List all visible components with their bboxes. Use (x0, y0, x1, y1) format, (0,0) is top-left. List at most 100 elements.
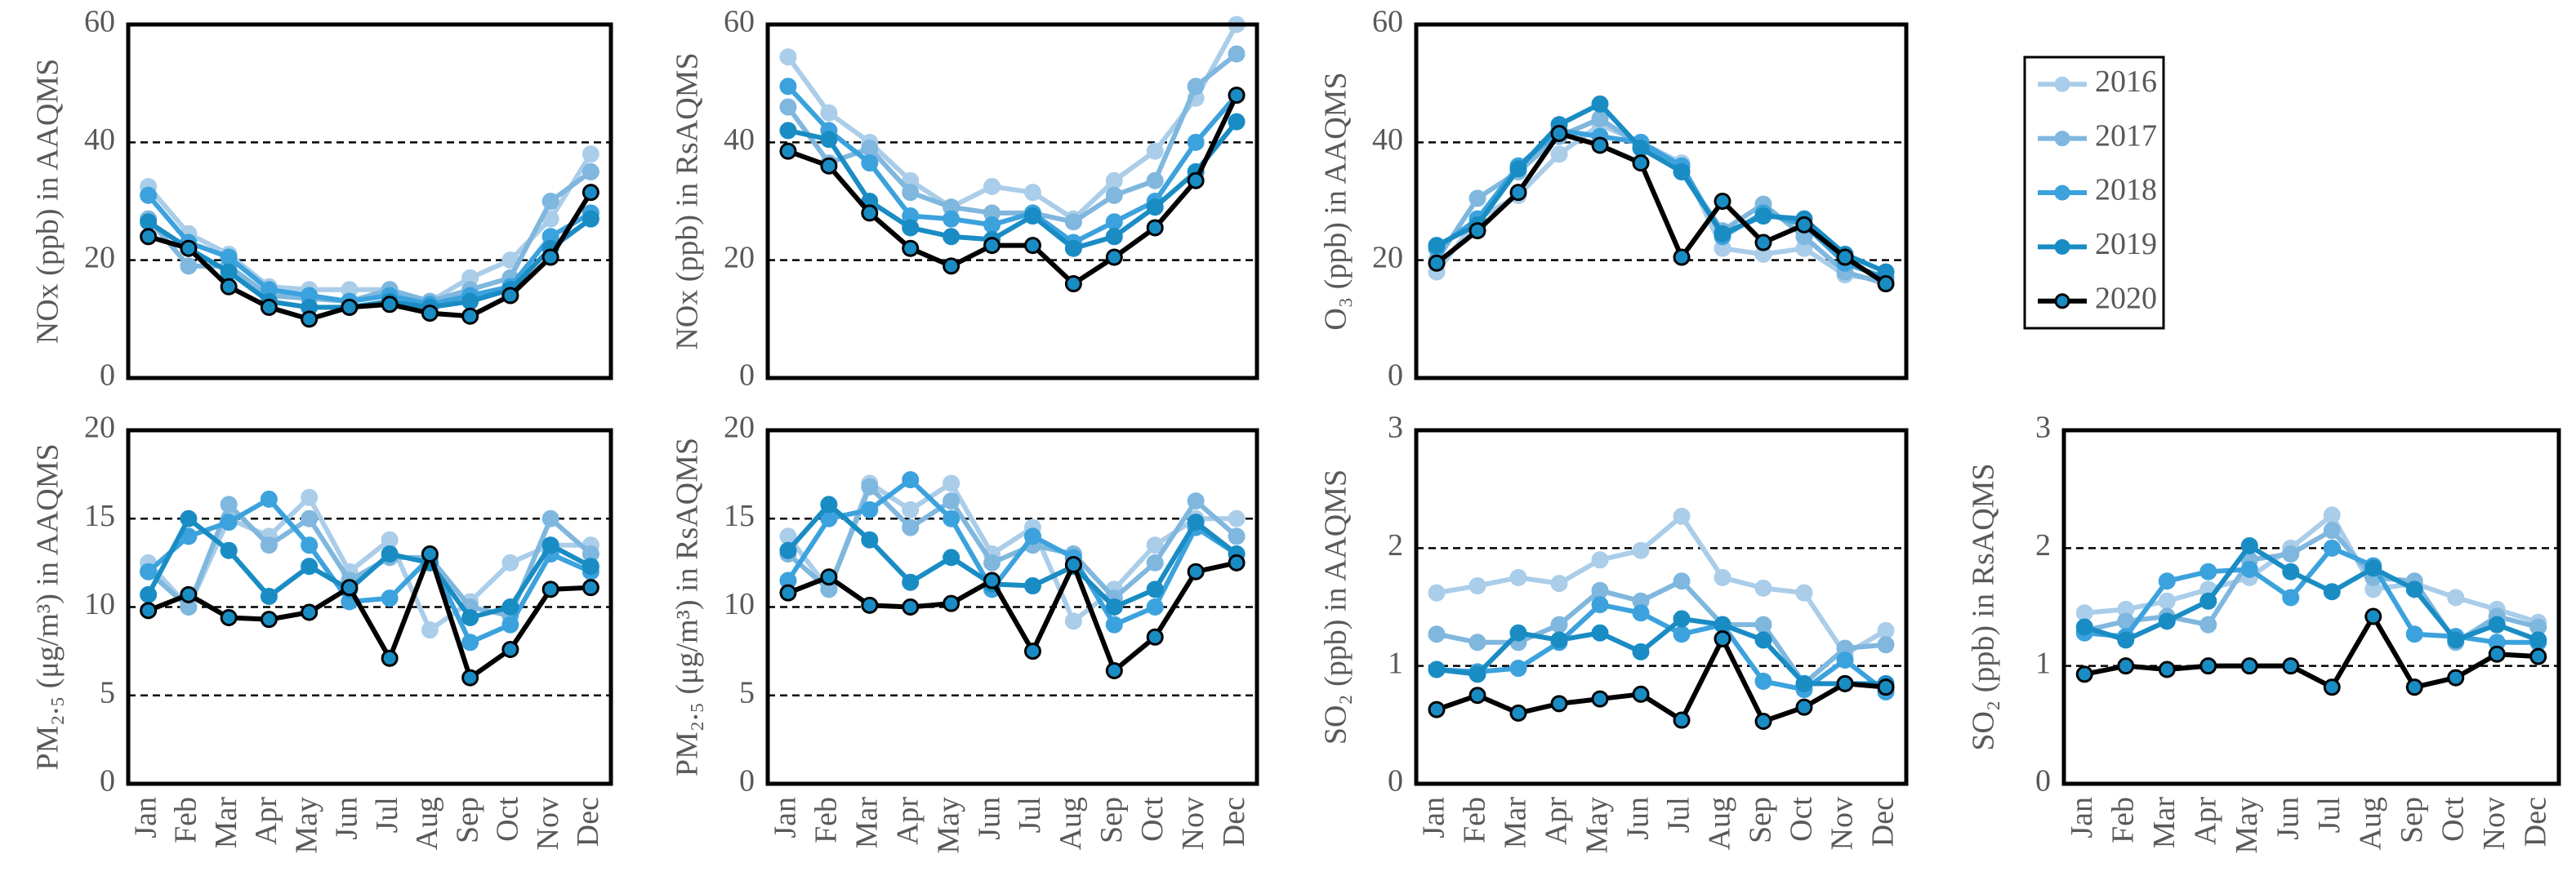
marker (779, 584, 797, 602)
legend-label: 2016 (2095, 64, 2157, 99)
y-tick-label: 0 (2035, 764, 2051, 798)
marker (2488, 645, 2506, 663)
marker (983, 237, 1001, 255)
marker (1632, 685, 1650, 703)
plot-frame (1414, 22, 1909, 380)
marker (1187, 563, 1205, 580)
y-tick-label: 60 (84, 5, 115, 39)
marker (820, 104, 838, 122)
marker (1591, 551, 1609, 569)
marker (1428, 701, 1446, 718)
marker (1023, 643, 1041, 660)
marker (461, 634, 479, 652)
legend-label: 2020 (2095, 282, 2157, 316)
marker (902, 500, 920, 518)
marker (1064, 612, 1082, 630)
marker (1836, 674, 1854, 692)
marker (1228, 554, 1246, 572)
marker (861, 500, 879, 518)
marker (2117, 657, 2135, 675)
marker (1673, 711, 1691, 729)
marker (943, 549, 960, 567)
marker (779, 541, 797, 559)
marker (983, 572, 1001, 589)
marker (1105, 661, 1123, 679)
marker (1795, 584, 1813, 602)
y-tick-label: 0 (100, 764, 115, 798)
marker (861, 531, 879, 549)
series-line (786, 84, 1239, 246)
y-axis-title: NOx (ppb) in AAQMS (31, 59, 65, 344)
marker (180, 257, 198, 275)
x-tick-label: Dec (1217, 797, 1251, 847)
y-tick-label: 0 (1388, 358, 1403, 393)
marker (1591, 136, 1609, 154)
marker (541, 580, 559, 598)
y-axis-title: NOx (ppb) in RsAQMS (671, 52, 705, 349)
marker (501, 616, 519, 634)
marker (461, 669, 479, 687)
marker (2282, 657, 2300, 675)
marker (1146, 219, 1164, 237)
marker (1877, 678, 1895, 696)
marker (1146, 628, 1164, 646)
marker (1673, 572, 1691, 590)
marker (1509, 568, 1527, 586)
x-tick-label: Nov (1176, 797, 1210, 850)
x-tick-label: Jul (1013, 797, 1047, 833)
marker (1591, 581, 1609, 599)
marker (1591, 95, 1609, 113)
marker (1228, 45, 1246, 63)
marker (1146, 142, 1164, 160)
marker (2447, 669, 2465, 687)
y-tick-label: 40 (84, 122, 115, 157)
marker (2075, 604, 2093, 622)
marker (1714, 568, 1731, 586)
marker (1428, 237, 1446, 255)
marker (301, 536, 319, 554)
marker (582, 145, 599, 163)
marker (2447, 589, 2465, 607)
marker (1754, 234, 1772, 251)
marker (1187, 171, 1205, 189)
x-tick-label: Feb (809, 797, 844, 843)
marker (1550, 631, 1568, 649)
marker (2282, 563, 2300, 580)
legend-marker (2054, 76, 2070, 92)
x-tick-label: Oct (1785, 797, 1819, 842)
marker (1228, 509, 1246, 527)
marker (140, 186, 158, 204)
marker (1877, 636, 1895, 654)
y-axis-title: PM₂.₅ (μg/m³) in RsAQMS (671, 438, 705, 776)
x-tick-label: Feb (169, 797, 203, 843)
marker (2323, 583, 2341, 601)
x-tick-label: May (2230, 797, 2264, 854)
marker (2405, 625, 2423, 643)
marker (779, 48, 797, 66)
plot-frame (765, 428, 1259, 786)
marker (2158, 572, 2176, 590)
marker (1187, 492, 1205, 510)
plot-frame (126, 22, 613, 380)
marker (1146, 171, 1164, 189)
marker (820, 157, 838, 175)
marker (820, 131, 838, 149)
marker (1836, 248, 1854, 266)
marker (1105, 171, 1123, 189)
marker (1509, 184, 1527, 202)
marker (1064, 239, 1082, 257)
marker (180, 239, 198, 257)
marker (1023, 207, 1041, 225)
marker (902, 573, 920, 591)
marker (501, 598, 519, 616)
x-tick-label: Dec (1866, 797, 1901, 847)
x-tick-label: Mar (850, 797, 885, 849)
marker (582, 558, 599, 576)
marker (260, 298, 278, 316)
marker (2323, 678, 2341, 696)
marker (260, 588, 278, 606)
marker (983, 177, 1001, 195)
x-tick-label: Aug (2353, 797, 2387, 850)
marker (381, 545, 399, 563)
marker (2199, 592, 2217, 610)
